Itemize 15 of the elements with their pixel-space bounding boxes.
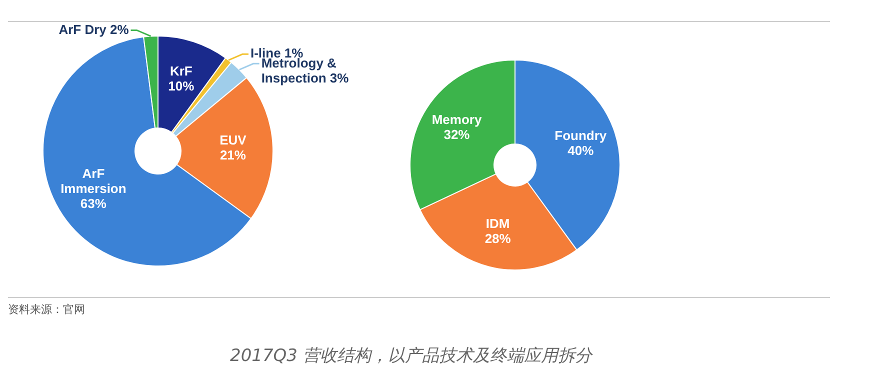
text: 资料来源：官网	[8, 302, 85, 317]
data-label: 28%	[484, 230, 512, 246]
data-label: 63%	[80, 196, 107, 211]
data-label: 40%	[568, 142, 594, 158]
slice-label: KrF	[170, 64, 192, 79]
slice-label: ArF Dry 2%	[58, 22, 130, 37]
slice-label: Memory	[432, 112, 482, 128]
slice-label: EUV	[220, 132, 247, 148]
data-label: 21%	[220, 148, 246, 163]
slice-label: ArF Immersion	[60, 166, 126, 196]
slice-label: IDM	[486, 216, 510, 231]
data-label: 32%	[444, 127, 470, 142]
slice-label: Foundry	[554, 128, 608, 143]
text: 2017Q3 营收结构，以产品技术及终端应用拆分	[230, 345, 592, 367]
data-label: 10%	[168, 78, 195, 94]
